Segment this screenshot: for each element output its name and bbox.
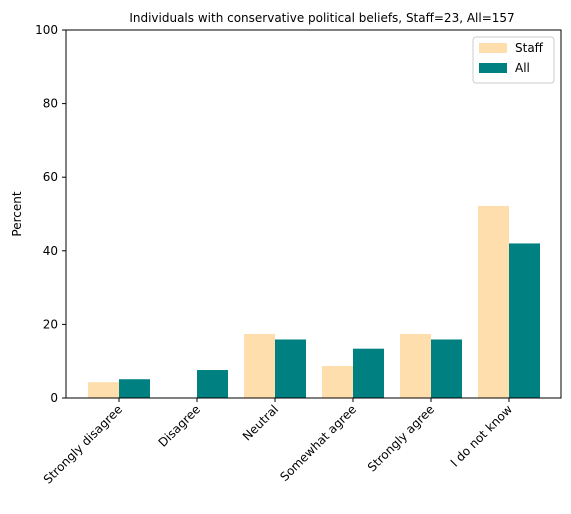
legend-swatch-all [479,63,507,73]
y-axis-ticks: 0 20 40 60 80 100 [35,23,66,405]
bar-staff-3 [244,333,275,398]
bar-all-4 [353,348,384,398]
x-tick-label: Strongly disagree [41,402,125,486]
legend-label-all: All [515,61,530,75]
y-tick-label: 80 [43,97,58,111]
x-tick-label: I do not know [448,402,516,470]
y-tick-label: 0 [50,391,58,405]
x-tick-label: Neutral [240,402,281,443]
x-tick-label: Strongly agree [365,402,437,474]
plot-frame [65,29,562,399]
legend-label-staff: Staff [515,41,544,55]
x-tick-label: Disagree [156,402,204,450]
y-tick-label: 60 [43,170,58,184]
bars-group [88,205,540,398]
y-tick-label: 40 [43,244,58,258]
bar-staff-6 [478,205,509,398]
bar-all-1 [119,379,150,398]
x-axis-ticks: Strongly disagree Disagree NeutralSomewhat… [41,398,516,487]
y-axis-label: Percent [10,191,24,236]
bar-staff-5 [400,333,431,398]
y-tick-label: 20 [43,317,58,331]
x-tick-label: Somewhat agree [277,402,359,484]
bar-all-6 [509,243,540,398]
legend-swatch-staff [479,43,507,53]
y-tick-label: 100 [35,23,58,37]
bar-staff-4 [322,365,353,398]
bar-staff-1 [88,382,119,398]
legend: Staff All [472,36,555,84]
bar-all-2 [197,370,228,398]
bar-all-3 [275,339,306,398]
bar-all-5 [431,339,462,398]
chart-title: Individuals with conservative political … [129,11,514,25]
